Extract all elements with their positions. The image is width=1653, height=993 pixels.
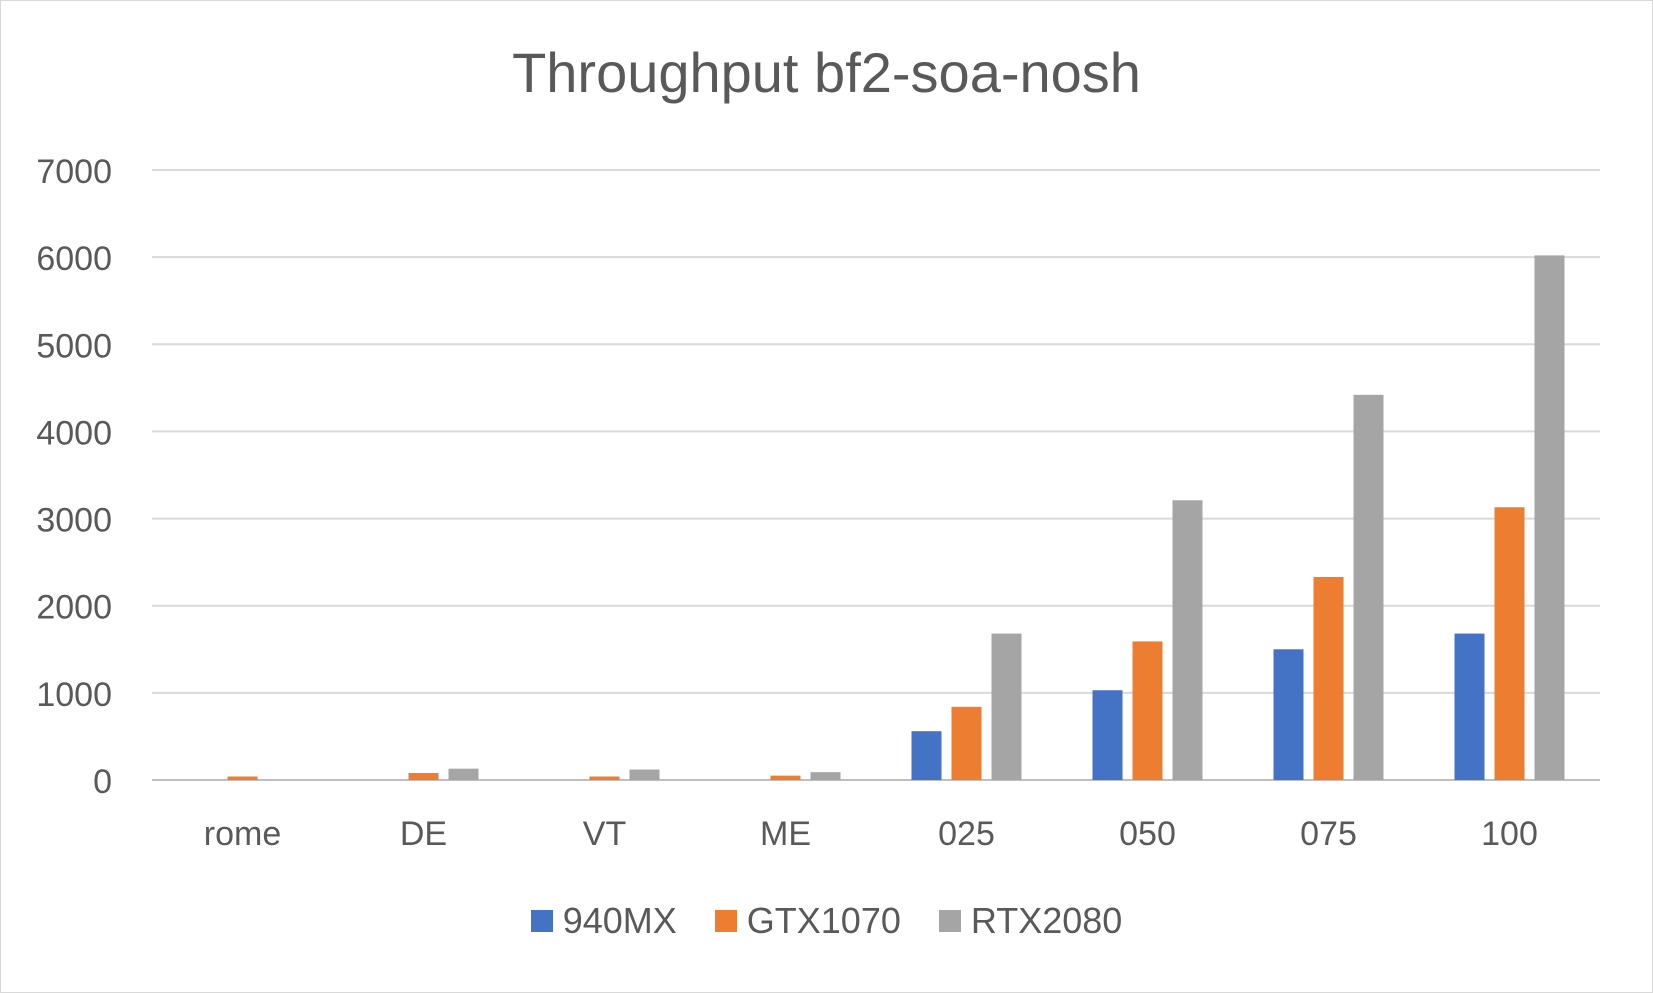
legend-swatch-gtx1070 xyxy=(714,910,737,932)
bar-gtx1070-rome xyxy=(227,776,258,780)
x-tick-label: rome xyxy=(204,815,281,853)
legend-label-gtx1070: GTX1070 xyxy=(746,900,901,941)
x-tick-label: 025 xyxy=(938,815,995,853)
y-tick-label: 7000 xyxy=(36,153,112,191)
legend-swatch-940mx xyxy=(530,910,553,932)
y-tick-label: 0 xyxy=(93,763,112,801)
bar-rtx2080-100 xyxy=(1534,255,1565,780)
y-tick-label: 6000 xyxy=(36,240,112,278)
legend-item-gtx1070: GTX1070 xyxy=(714,900,901,942)
legend-item-940mx: 940MX xyxy=(530,900,677,942)
bar-940mx-100 xyxy=(1454,633,1485,780)
chart-title: Throughput bf2-soa-nosh xyxy=(512,41,1141,104)
y-tick-label: 4000 xyxy=(36,414,112,452)
y-tick-label: 3000 xyxy=(36,502,112,540)
bar-rtx2080-me xyxy=(810,772,841,780)
bar-gtx1070-vt xyxy=(589,776,620,780)
bar-gtx1070-100 xyxy=(1494,507,1525,780)
bar-940mx-075 xyxy=(1273,649,1304,780)
bar-rtx2080-050 xyxy=(1172,500,1203,780)
bar-gtx1070-050 xyxy=(1132,641,1163,780)
x-tick-label: ME xyxy=(760,815,811,853)
legend-label-rtx2080: RTX2080 xyxy=(970,900,1123,941)
x-tick-label: DE xyxy=(400,815,447,853)
bar-940mx-050 xyxy=(1092,690,1123,780)
legend-label-940mx: 940MX xyxy=(562,900,677,941)
x-tick-label: 100 xyxy=(1481,815,1538,853)
bar-gtx1070-025 xyxy=(951,706,982,780)
bar-940mx-025 xyxy=(911,731,942,780)
legend-swatch-rtx2080 xyxy=(938,910,961,932)
legend-item-rtx2080: RTX2080 xyxy=(938,900,1123,942)
x-tick-label: 075 xyxy=(1300,815,1357,853)
bar-rtx2080-025 xyxy=(991,633,1022,780)
bar-gtx1070-de xyxy=(408,773,439,780)
x-tick-label: 050 xyxy=(1119,815,1176,853)
legend: 940MX GTX1070 RTX2080 xyxy=(0,900,1653,942)
x-tick-label: VT xyxy=(583,815,626,853)
y-tick-label: 2000 xyxy=(36,589,112,627)
y-tick-label: 5000 xyxy=(36,327,112,365)
bar-gtx1070-075 xyxy=(1313,576,1344,780)
bar-rtx2080-vt xyxy=(629,769,660,780)
bar-gtx1070-me xyxy=(770,775,801,780)
bar-rtx2080-de xyxy=(448,768,479,780)
y-tick-label: 1000 xyxy=(36,676,112,714)
bar-rtx2080-075 xyxy=(1353,394,1384,780)
